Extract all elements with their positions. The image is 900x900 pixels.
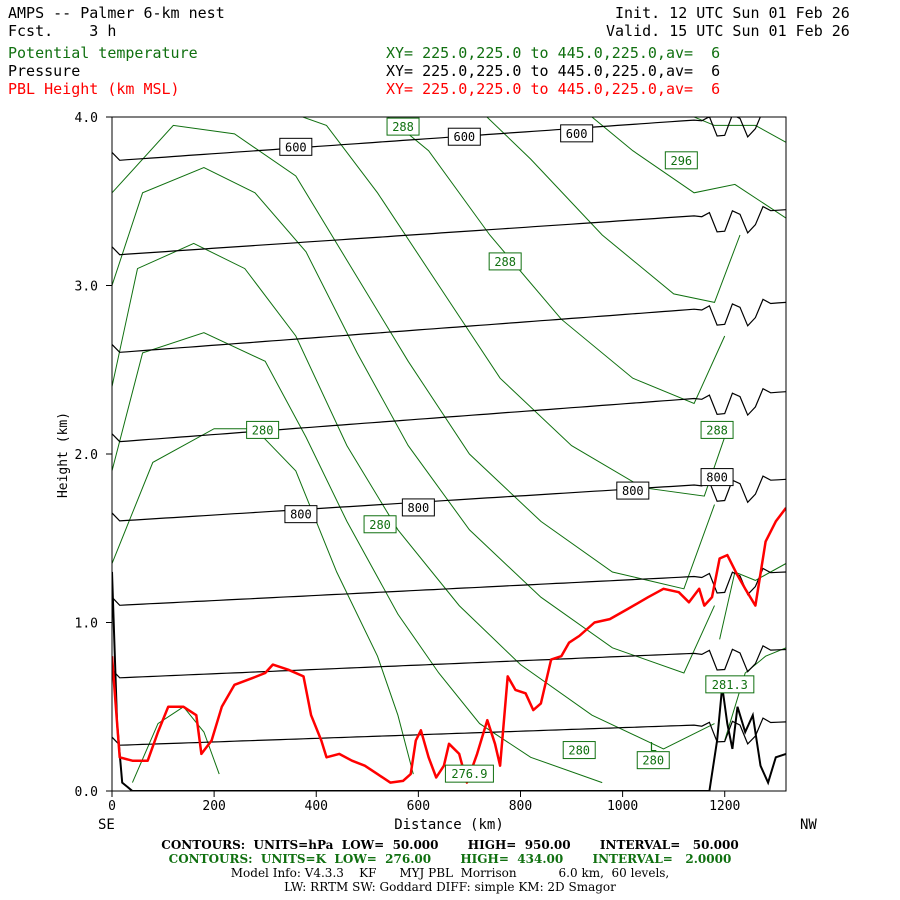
legend-pressure-name: Pressure: [8, 62, 81, 80]
legend-theta-xy: XY= 225.0,225.0 to 445.0,225.0,av= 6: [386, 44, 721, 62]
theta-label-box: [562, 741, 596, 760]
theta-label: 280: [568, 744, 590, 758]
theta-label-box: [488, 252, 522, 271]
theta-contour: [112, 166, 715, 674]
theta-contour: [724, 647, 786, 741]
pressure-label: 800: [290, 508, 312, 522]
legend-theta-name: Potential temperature: [8, 44, 198, 62]
pbl-height-line: [112, 507, 786, 784]
theta-label: 288: [706, 423, 728, 437]
theta-label: 288: [494, 255, 516, 269]
pressure-label-box: [560, 124, 594, 143]
footer-theta-contours: CONTOURS: UNITS=K LOW= 276.00 HIGH= 434.…: [168, 852, 732, 866]
x-tick-label: 800: [509, 799, 532, 814]
y-tick-label: 3.0: [75, 280, 98, 295]
y-tick-label: 4.0: [75, 111, 98, 126]
y-tick-label: 1.0: [75, 617, 98, 632]
pbl-height-series: [112, 507, 786, 784]
init-time: Init. 12 UTC Sun 01 Feb 26: [615, 4, 850, 22]
pressure-label: 600: [453, 130, 475, 144]
y-axis-label: Height (km): [56, 412, 71, 498]
footer-model-info: Model Info: V4.3.3 KF MYJ PBL Morrison 6…: [230, 866, 670, 880]
left-end-label: SE: [98, 817, 115, 833]
theta-label: 276.9: [451, 767, 487, 781]
valid-time: Valid. 15 UTC Sun 01 Feb 26: [606, 22, 850, 40]
pressure-contour-700: [112, 298, 786, 353]
pressure-label: 800: [408, 501, 430, 515]
footer-pressure-contours: CONTOURS: UNITS=hPa LOW= 50.000 HIGH= 95…: [161, 838, 739, 852]
legend-pressure-xy: XY= 225.0,225.0 to 445.0,225.0,av= 6: [386, 62, 721, 80]
theta-label-box: [664, 151, 698, 170]
axes: 0 200 400 600 800 1000 1200 0.0 1.0 2.0 3.0 4.0: [75, 111, 741, 814]
pressure-label-box: [284, 505, 318, 524]
theta-label: 296: [670, 154, 692, 168]
theta-label: 280: [252, 423, 274, 437]
x-tick-label: 600: [407, 799, 430, 814]
pressure-label: 800: [622, 484, 644, 498]
pressure-label: 600: [285, 140, 307, 154]
pressure-label: 800: [706, 471, 728, 485]
y-tick-label: 2.0: [75, 448, 98, 463]
theta-label: 281.3: [712, 678, 748, 692]
theta-label: 288: [392, 120, 414, 134]
pressure-label-box: [700, 468, 734, 487]
theta-label-box: [363, 515, 397, 534]
x-tick-label: 1000: [607, 799, 638, 814]
contour-labels: 600 600 600 800 800 800 800 288 296 288 280 288 280 2…: [246, 117, 755, 783]
footer-physics: LW: RRTM SW: Goddard DIFF: simple KM: 2D…: [284, 880, 616, 894]
legend-pbl-xy: XY= 225.0,225.0 to 445.0,225.0,av= 6: [386, 80, 721, 98]
pressure-contour-950: [112, 717, 786, 746]
x-tick-label: 400: [305, 799, 328, 814]
terrain-line: [112, 571, 786, 791]
theta-label-box: [386, 117, 420, 136]
pressure-contour-750: [112, 387, 786, 443]
theta-label-box: [700, 420, 734, 439]
theta-label: 280: [369, 518, 391, 532]
x-tick-label: 1200: [709, 799, 740, 814]
legend-pbl-name: PBL Height (km MSL): [8, 80, 180, 98]
theta-contour: [112, 428, 414, 775]
x-axis-label: Distance (km): [394, 817, 504, 833]
theta-label: 280: [642, 754, 664, 768]
theta-low-marker: L: [650, 740, 657, 754]
plot-title: AMPS -- Palmer 6-km nest: [8, 4, 225, 22]
pressure-label: 600: [566, 127, 588, 141]
theta-contour: [301, 117, 726, 497]
x-tick-label: 0: [108, 799, 116, 814]
x-tick-label: 200: [202, 799, 225, 814]
theta-label-box: [246, 420, 280, 439]
pressure-contours: [112, 117, 786, 746]
y-tick-label: 0.0: [75, 785, 98, 800]
theta-contour: [112, 124, 715, 590]
pressure-label-box: [401, 498, 435, 517]
pressure-contour-800: [112, 475, 786, 522]
theta-label-box: [705, 675, 755, 694]
terrain-trace: [112, 571, 786, 791]
theta-contour: [486, 117, 741, 303]
theta-contour: [112, 332, 603, 784]
theta-contour: [692, 117, 786, 143]
theta-label-box: [636, 751, 670, 770]
pressure-contour-900: [112, 644, 786, 679]
theta-contour: [719, 563, 786, 640]
pressure-label-box: [447, 127, 481, 146]
plot-frame: [111, 116, 787, 792]
theta-contour: [112, 242, 715, 750]
pressure-label-box: [616, 481, 650, 500]
pressure-contour-850: [112, 567, 786, 606]
theta-label-box: [444, 764, 494, 783]
theta-contour: [386, 117, 726, 405]
theta-contours: [112, 117, 786, 784]
forecast-hour: Fcst. 3 h: [8, 22, 117, 40]
pressure-label-box: [279, 137, 313, 156]
pressure-contour-650: [112, 205, 786, 256]
theta-contour: [591, 117, 786, 219]
right-end-label: NW: [800, 817, 817, 833]
